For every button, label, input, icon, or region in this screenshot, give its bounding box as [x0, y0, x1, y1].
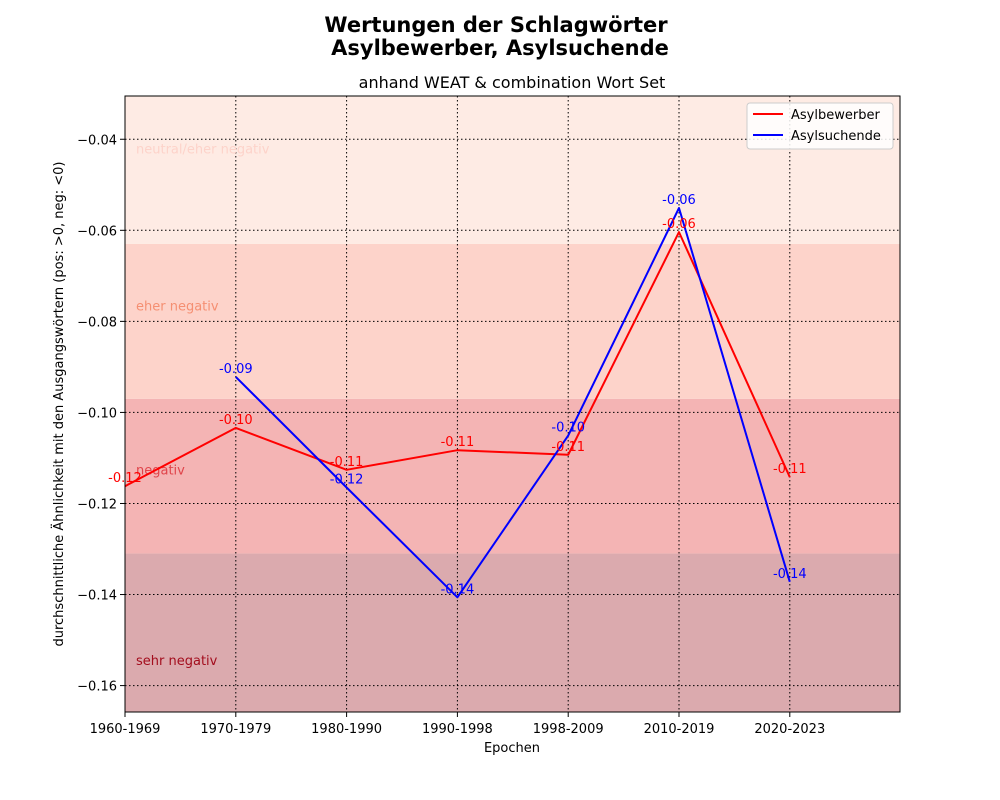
x-tick-label: 1970-1979: [200, 722, 271, 737]
x-tick-label: 2020-2023: [754, 722, 825, 737]
data-label-asylbewerber: -0.06: [662, 217, 696, 232]
band-label-neutral-eher-negativ: neutral/eher negativ: [136, 142, 270, 157]
data-label-asylsuchende: -0.12: [330, 473, 364, 488]
series-line-asylsuchende: [235, 207, 791, 599]
band-label-sehr-negativ: sehr negativ: [136, 654, 218, 669]
chart-title-line1: Wertungen der Schlagwörter: [324, 13, 668, 37]
legend-label-asylbewerber: Asylbewerber: [791, 108, 880, 123]
x-tick-label: 1998-2009: [533, 722, 604, 737]
legend: Asylbewerber Asylsuchende: [746, 102, 894, 150]
x-tick-label: 1990-1998: [422, 722, 493, 737]
y-tick-label: −0.16: [77, 680, 117, 695]
x-tick-label: 2010-2019: [644, 722, 715, 737]
data-label-asylsuchende: -0.14: [773, 567, 807, 582]
y-tick-label: −0.06: [77, 224, 117, 239]
y-axis-label: durchschnittliche Ähnlichkeit mit den Au…: [51, 161, 67, 646]
y-tick-label: −0.10: [77, 406, 117, 421]
data-label-asylbewerber: -0.11: [441, 435, 475, 450]
band-negativ: [125, 398, 900, 554]
data-label-asylsuchende: -0.14: [441, 582, 475, 597]
value-bands: [125, 96, 900, 712]
x-axis-ticks: 1960-1969 1970-1979 1980-1990 1990-1998 1998…: [90, 712, 825, 737]
chart-title-line2: Asylbewerber, Asylsuchende: [331, 36, 669, 60]
x-axis-label: Epochen: [484, 741, 540, 756]
y-tick-label: −0.14: [77, 589, 117, 604]
data-label-asylsuchende: -0.06: [662, 193, 696, 208]
data-labels: -0.12 -0.10 -0.11 -0.11 -0.11 -0.06 -0.11 -0.09…: [108, 193, 806, 597]
series-lines: [124, 207, 791, 599]
data-label-asylbewerber: -0.11: [773, 462, 807, 477]
band-label-eher-negativ: eher negativ: [136, 299, 219, 314]
y-tick-label: −0.08: [77, 315, 117, 330]
data-label-asylsuchende: -0.09: [219, 362, 253, 377]
y-tick-label: −0.12: [77, 497, 117, 512]
chart-subtitle: anhand WEAT & combination Wort Set: [359, 73, 666, 92]
plot-frame: [124, 95, 901, 713]
y-axis-ticks: −0.16 −0.14 −0.12 −0.10 −0.08 −0.06 −0.04: [77, 133, 125, 695]
x-tick-label: 1980-1990: [311, 722, 382, 737]
data-label-asylsuchende: -0.10: [551, 421, 585, 436]
x-tick-label: 1960-1969: [90, 722, 161, 737]
legend-label-asylsuchende: Asylsuchende: [791, 129, 881, 144]
series-line-asylbewerber: [124, 231, 791, 488]
y-tick-label: −0.04: [77, 133, 117, 148]
data-label-asylbewerber: -0.11: [551, 440, 585, 455]
legend-box: [746, 102, 894, 150]
data-label-asylbewerber: -0.11: [330, 455, 364, 470]
data-label-asylbewerber: -0.10: [219, 413, 253, 428]
